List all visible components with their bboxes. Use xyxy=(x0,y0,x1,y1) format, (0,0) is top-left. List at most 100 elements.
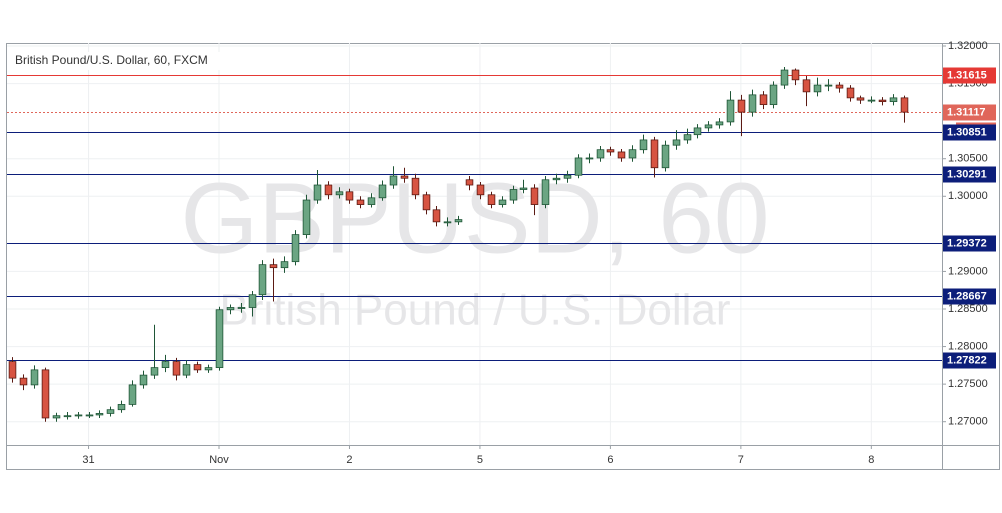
title-background xyxy=(11,52,229,70)
x-tick-label: 2 xyxy=(346,454,352,466)
x-tick-label: 7 xyxy=(738,454,744,466)
candle-body xyxy=(302,199,311,236)
candle-body xyxy=(182,364,191,376)
candle-body xyxy=(856,97,865,101)
candle-body xyxy=(476,184,485,196)
candle-body xyxy=(258,264,267,296)
candle-body xyxy=(769,84,778,106)
candle-body xyxy=(204,367,213,371)
candle-body xyxy=(530,187,539,205)
price-level-box xyxy=(943,166,996,183)
y-tick-label: 1.27500 xyxy=(948,378,988,390)
candle-body xyxy=(574,157,583,176)
candle-body xyxy=(704,124,713,129)
candle-body xyxy=(661,144,670,169)
candle-body xyxy=(628,149,637,159)
price-level-label: 1.30851 xyxy=(947,126,987,138)
candle-body xyxy=(748,94,757,113)
y-tick-label: 1.30000 xyxy=(948,190,988,202)
candle-body xyxy=(791,69,800,81)
y-tick-label: 1.30500 xyxy=(948,153,988,165)
candle-body xyxy=(19,377,28,386)
price-level-box xyxy=(943,352,996,369)
candle-body xyxy=(606,149,615,153)
y-tick-label: 1.28500 xyxy=(948,303,988,315)
candle-body xyxy=(367,197,376,205)
candle-body xyxy=(813,84,822,93)
candle-body xyxy=(106,409,115,414)
candle-body xyxy=(780,69,789,86)
candle-body xyxy=(726,99,735,123)
candle-body xyxy=(715,121,724,126)
candle-body xyxy=(519,187,528,190)
candle-body xyxy=(400,175,409,179)
candle-body xyxy=(378,184,387,199)
candle-body xyxy=(291,234,300,263)
candle-body xyxy=(487,194,496,205)
candle-body xyxy=(74,414,83,417)
y-tick-label: 1.27000 xyxy=(948,416,988,428)
candle-body xyxy=(63,415,72,418)
candle-body xyxy=(878,99,887,103)
candle-body xyxy=(313,184,322,201)
candle-body xyxy=(802,79,811,93)
price-level-box xyxy=(943,124,996,141)
candle-body xyxy=(280,261,289,269)
candle-body xyxy=(335,191,344,196)
candle-body xyxy=(41,369,50,419)
candle-body xyxy=(454,219,463,223)
candle-body xyxy=(389,175,398,186)
candle-body xyxy=(693,127,702,136)
candle-body xyxy=(85,414,94,417)
candle-body xyxy=(835,84,844,89)
candle-body xyxy=(552,177,561,181)
candle-body xyxy=(465,179,474,186)
watermark-symbol: GBPUSD, 60 xyxy=(180,162,769,274)
candle-body xyxy=(432,209,441,223)
x-tick-label: Nov xyxy=(209,454,229,466)
candle-body xyxy=(846,87,855,99)
candle-body xyxy=(356,199,365,205)
candle-body xyxy=(172,361,181,376)
candle-body xyxy=(585,157,594,160)
x-tick-label: 31 xyxy=(82,454,94,466)
axes: 1.27000 1.27500 1.28000 1.28500 1.29000 1.300… xyxy=(82,40,996,466)
candle-body xyxy=(824,84,833,87)
candle-body xyxy=(52,415,61,419)
price-level-label: 1.31117 xyxy=(947,106,986,118)
candle-body xyxy=(411,177,420,196)
candle-body xyxy=(193,364,202,371)
candle-body xyxy=(759,94,768,106)
candle-body xyxy=(596,149,605,159)
candles xyxy=(8,67,909,422)
x-tick-label: 8 xyxy=(868,454,874,466)
candle-body xyxy=(889,97,898,103)
candle-body xyxy=(617,151,626,159)
price-level-label: 1.29372 xyxy=(947,237,987,249)
candle-body xyxy=(345,191,354,201)
candle-body xyxy=(248,294,257,308)
candle-body xyxy=(650,139,659,169)
price-level-box xyxy=(943,235,996,252)
y-tick-label: 1.28000 xyxy=(948,340,988,352)
x-tick-label: 5 xyxy=(477,454,483,466)
price-level-box xyxy=(943,104,996,121)
candle-body xyxy=(737,99,746,113)
y-tick-label: 1.29000 xyxy=(948,265,988,277)
candle-body xyxy=(422,194,431,211)
candle-body xyxy=(563,174,572,179)
price-level-label: 1.30291 xyxy=(947,168,987,180)
candle-body xyxy=(269,264,278,269)
candle-body xyxy=(226,307,235,311)
candle-body xyxy=(161,361,170,369)
candle-body xyxy=(541,179,550,205)
candle-body xyxy=(117,404,126,411)
candle-body xyxy=(215,309,224,369)
candle-body xyxy=(8,361,17,379)
watermark: GBPUSD, 60 British Pound / U.S. Dollar xyxy=(180,162,769,334)
x-tick-label: 6 xyxy=(607,454,613,466)
price-level-box xyxy=(943,288,996,305)
candle-body xyxy=(30,369,39,386)
candle-body xyxy=(498,199,507,205)
